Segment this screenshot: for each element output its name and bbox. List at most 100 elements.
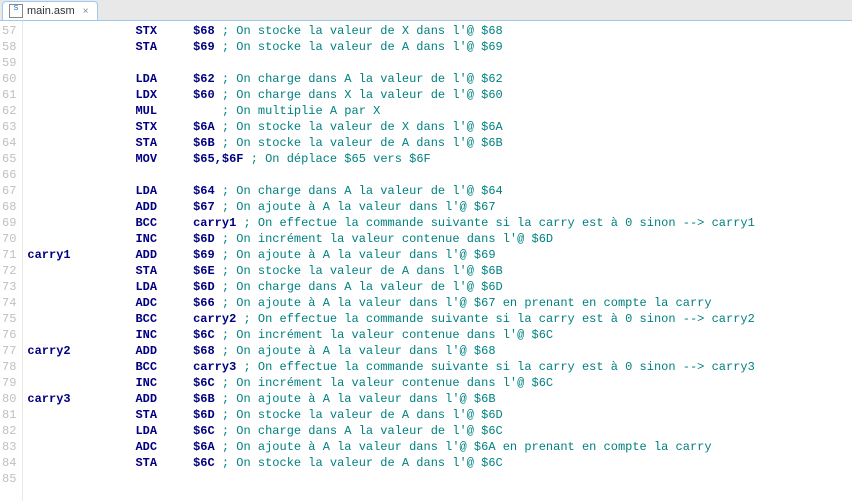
asm-comment: On multiplie A par X (236, 104, 380, 118)
code-line[interactable]: BCC carry3 ; On effectue la commande sui… (27, 359, 754, 375)
comment-delimiter: ; (222, 328, 236, 342)
code-line[interactable]: BCC carry1 ; On effectue la commande sui… (27, 215, 754, 231)
code-line[interactable]: STA $6B ; On stocke la valeur de A dans … (27, 135, 754, 151)
asm-comment: On charge dans X la valeur de l'@ $60 (236, 88, 502, 102)
comment-delimiter: ; (222, 72, 236, 86)
code-line[interactable]: MUL ; On multiplie A par X (27, 103, 754, 119)
comment-delimiter: ; (251, 152, 265, 166)
code-line[interactable]: INC $6C ; On incrément la valeur contenu… (27, 327, 754, 343)
asm-label (27, 232, 85, 246)
comment-delimiter: ; (222, 344, 236, 358)
asm-argument: $68 (193, 24, 215, 38)
code-line[interactable]: STX $68 ; On stocke la valeur de X dans … (27, 23, 754, 39)
line-number: 64 (2, 135, 16, 151)
asm-mnemonic: STA (135, 456, 157, 470)
asm-comment: On stocke la valeur de A dans l'@ $69 (236, 40, 502, 54)
comment-delimiter: ; (222, 232, 236, 246)
code-line[interactable]: ADD $67 ; On ajoute à A la valeur dans l… (27, 199, 754, 215)
asm-argument: $6C (193, 456, 215, 470)
asm-comment: On charge dans A la valeur de l'@ $6D (236, 280, 502, 294)
line-number: 82 (2, 423, 16, 439)
asm-label (27, 472, 85, 486)
asm-comment: On effectue la commande suivante si la c… (258, 312, 755, 326)
comment-delimiter: ; (222, 456, 236, 470)
code-line[interactable]: STA $6C ; On stocke la valeur de A dans … (27, 455, 754, 471)
code-line[interactable]: ADC $66 ; On ajoute à A la valeur dans l… (27, 295, 754, 311)
code-area[interactable]: STX $68 ; On stocke la valeur de X dans … (23, 21, 758, 501)
code-line[interactable]: INC $6C ; On incrément la valeur contenu… (27, 375, 754, 391)
code-line[interactable]: LDA $64 ; On charge dans A la valeur de … (27, 183, 754, 199)
line-number: 85 (2, 471, 16, 487)
asm-comment: On ajoute à A la valeur dans l'@ $68 (236, 344, 495, 358)
comment-delimiter: ; (222, 408, 236, 422)
asm-label (27, 216, 85, 230)
line-number: 83 (2, 439, 16, 455)
code-line[interactable]: STA $69 ; On stocke la valeur de A dans … (27, 39, 754, 55)
asm-comment: On stocke la valeur de A dans l'@ $6C (236, 456, 502, 470)
line-number: 63 (2, 119, 16, 135)
code-editor[interactable]: 5758596061626364656667686970717273747576… (0, 21, 852, 501)
asm-mnemonic: INC (135, 328, 157, 342)
code-line[interactable]: carry3 ADD $6B ; On ajoute à A la valeur… (27, 391, 754, 407)
code-line[interactable]: BCC carry2 ; On effectue la commande sui… (27, 311, 754, 327)
line-number: 67 (2, 183, 16, 199)
asm-label (27, 264, 85, 278)
asm-argument: $6B (193, 392, 215, 406)
asm-label: carry1 (27, 248, 85, 262)
comment-delimiter: ; (243, 312, 257, 326)
comment-delimiter: ; (222, 280, 236, 294)
line-number: 69 (2, 215, 16, 231)
asm-comment: On ajoute à A la valeur dans l'@ $67 (236, 200, 495, 214)
asm-mnemonic: LDA (135, 184, 157, 198)
code-line[interactable]: carry2 ADD $68 ; On ajoute à A la valeur… (27, 343, 754, 359)
asm-mnemonic: STA (135, 408, 157, 422)
asm-argument: $6C (193, 376, 215, 390)
code-line[interactable]: LDA $62 ; On charge dans A la valeur de … (27, 71, 754, 87)
asm-argument: $64 (193, 184, 215, 198)
comment-delimiter: ; (222, 184, 236, 198)
asm-argument: carry3 (193, 360, 236, 374)
code-line[interactable]: LDA $6C ; On charge dans A la valeur de … (27, 423, 754, 439)
comment-delimiter: ; (222, 296, 236, 310)
asm-argument: $6C (193, 328, 215, 342)
code-line[interactable] (27, 471, 754, 487)
code-line[interactable] (27, 167, 754, 183)
asm-mnemonic (135, 472, 157, 486)
comment-delimiter: ; (222, 264, 236, 278)
asm-mnemonic: LDX (135, 88, 157, 102)
code-line[interactable]: MOV $65,$6F ; On déplace $65 vers $6F (27, 151, 754, 167)
code-line[interactable]: ADC $6A ; On ajoute à A la valeur dans l… (27, 439, 754, 455)
asm-mnemonic: BCC (135, 216, 157, 230)
code-line[interactable]: carry1 ADD $69 ; On ajoute à A la valeur… (27, 247, 754, 263)
code-line[interactable]: INC $6D ; On incrément la valeur contenu… (27, 231, 754, 247)
code-line[interactable]: STA $6E ; On stocke la valeur de A dans … (27, 263, 754, 279)
line-number: 70 (2, 231, 16, 247)
asm-mnemonic: STA (135, 136, 157, 150)
asm-label (27, 360, 85, 374)
asm-mnemonic: STX (135, 24, 157, 38)
asm-argument: $65,$6F (193, 152, 243, 166)
asm-comment: On incrément la valeur contenue dans l'@… (236, 376, 553, 390)
asm-comment: On stocke la valeur de A dans l'@ $6B (236, 264, 502, 278)
tab-bar: S main.asm × (0, 0, 852, 21)
line-number: 59 (2, 55, 16, 71)
tab-main-asm[interactable]: S main.asm × (2, 1, 98, 20)
code-line[interactable]: LDA $6D ; On charge dans A la valeur de … (27, 279, 754, 295)
asm-label: carry3 (27, 392, 85, 406)
asm-comment: On effectue la commande suivante si la c… (258, 360, 755, 374)
asm-mnemonic: ADD (135, 248, 157, 262)
code-line[interactable]: STX $6A ; On stocke la valeur de X dans … (27, 119, 754, 135)
close-icon[interactable]: × (83, 6, 89, 17)
asm-argument: $6D (193, 408, 215, 422)
tab-filename: main.asm (27, 5, 75, 17)
asm-argument: $62 (193, 72, 215, 86)
asm-label (27, 280, 85, 294)
code-line[interactable]: STA $6D ; On stocke la valeur de A dans … (27, 407, 754, 423)
asm-mnemonic: ADC (135, 440, 157, 454)
asm-mnemonic: LDA (135, 72, 157, 86)
asm-mnemonic: STA (135, 40, 157, 54)
asm-argument: $6D (193, 232, 215, 246)
code-line[interactable] (27, 55, 754, 71)
line-number: 71 (2, 247, 16, 263)
code-line[interactable]: LDX $60 ; On charge dans X la valeur de … (27, 87, 754, 103)
